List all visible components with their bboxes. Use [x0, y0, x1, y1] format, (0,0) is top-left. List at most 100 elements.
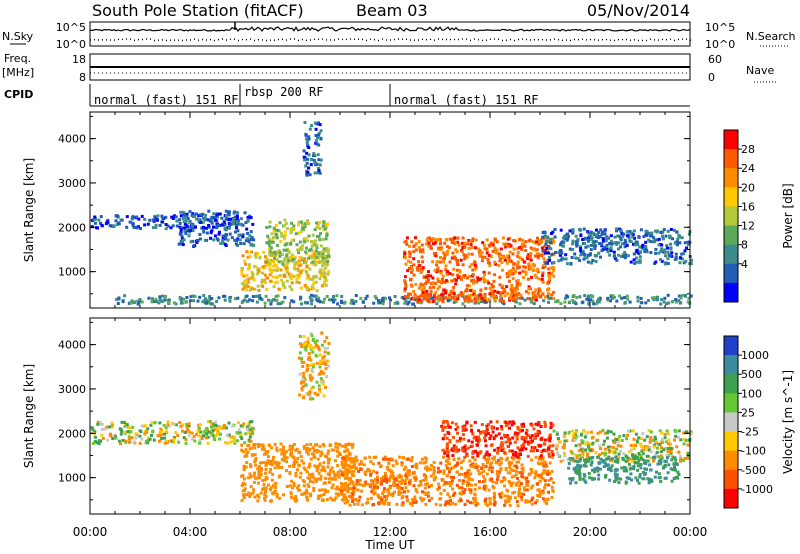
data-cell	[474, 463, 478, 467]
data-cell	[528, 254, 532, 258]
data-cell	[517, 452, 520, 456]
data-cell	[93, 440, 97, 443]
data-cell	[283, 218, 287, 222]
data-cell	[308, 462, 312, 466]
data-cell	[534, 298, 538, 302]
data-cell	[414, 475, 418, 479]
data-cell	[406, 498, 410, 502]
data-cell	[447, 246, 451, 250]
data-cell	[208, 420, 212, 423]
data-cell	[622, 458, 626, 462]
data-cell	[258, 256, 262, 260]
colorbar-tick-label: 24	[741, 162, 755, 175]
data-cell	[578, 457, 582, 461]
data-cell	[311, 260, 315, 264]
data-cell	[486, 422, 490, 426]
data-cell	[445, 436, 449, 440]
data-cell	[224, 217, 228, 221]
data-cell	[279, 448, 283, 452]
data-cell	[440, 424, 444, 428]
data-cell	[275, 446, 279, 450]
data-cell	[543, 234, 547, 238]
data-cell	[563, 454, 567, 458]
data-cell	[315, 225, 319, 229]
data-cell	[146, 441, 149, 445]
data-cell	[454, 282, 458, 286]
data-cell	[481, 259, 484, 263]
data-cell	[257, 481, 260, 485]
nave-tick-bottom: 0	[708, 71, 715, 84]
data-cell	[637, 481, 641, 485]
data-cell	[597, 300, 601, 304]
data-cell	[500, 427, 504, 431]
data-cell	[460, 293, 464, 297]
data-cell	[425, 242, 428, 246]
data-cell	[303, 467, 307, 471]
data-cell	[581, 440, 585, 444]
data-cell	[242, 464, 246, 468]
data-cell	[152, 300, 156, 303]
data-cell	[513, 269, 517, 273]
data-cell	[307, 343, 311, 347]
data-cell	[216, 215, 219, 219]
data-cell	[554, 300, 558, 304]
data-cell	[638, 250, 642, 254]
data-cell	[534, 432, 538, 436]
data-cell	[607, 450, 611, 454]
data-cell	[658, 461, 662, 465]
data-cell	[185, 428, 189, 432]
data-cell	[521, 469, 525, 473]
data-cell	[666, 456, 669, 460]
data-cell	[261, 479, 265, 482]
data-cell	[543, 438, 547, 442]
data-cell	[547, 296, 551, 300]
data-cell	[686, 242, 690, 246]
data-cell	[308, 477, 312, 480]
data-cell	[324, 283, 328, 287]
data-cell	[593, 467, 597, 471]
data-cell	[498, 463, 502, 467]
data-cell	[242, 242, 246, 246]
data-cell	[285, 456, 289, 460]
data-cell	[285, 469, 288, 473]
data-cell	[589, 463, 593, 467]
data-cell	[478, 480, 481, 484]
data-cell	[615, 229, 618, 233]
data-cell	[273, 256, 277, 260]
data-cell	[570, 429, 574, 433]
data-cell	[573, 252, 577, 256]
data-cell	[543, 499, 547, 503]
data-cell	[669, 449, 673, 453]
data-cell	[547, 478, 551, 482]
data-cell	[460, 291, 463, 294]
data-cell	[283, 230, 287, 234]
data-cell	[539, 425, 543, 428]
data-cell	[198, 441, 202, 445]
data-cell	[586, 253, 590, 257]
data-cell	[319, 361, 322, 365]
data-cell	[613, 257, 617, 261]
data-cell	[299, 230, 303, 234]
data-cell	[621, 235, 625, 239]
data-cell	[243, 482, 247, 486]
data-cell	[268, 239, 271, 243]
data-cell	[257, 470, 261, 474]
data-cell	[462, 479, 466, 483]
data-cell	[534, 422, 538, 426]
data-cell	[493, 501, 497, 505]
data-cell	[590, 461, 594, 465]
data-cell	[590, 261, 593, 265]
data-cell	[412, 257, 416, 261]
data-cell	[139, 227, 142, 230]
data-cell	[115, 223, 119, 227]
data-cell	[502, 242, 506, 246]
data-cell	[198, 233, 202, 236]
data-cell	[203, 217, 207, 220]
data-cell	[179, 231, 183, 234]
data-cell	[417, 286, 421, 290]
data-cell	[309, 331, 313, 335]
data-cell	[121, 438, 125, 442]
nave-tick-top: 60	[708, 53, 722, 66]
data-cell	[376, 301, 380, 305]
data-cell	[532, 449, 535, 453]
